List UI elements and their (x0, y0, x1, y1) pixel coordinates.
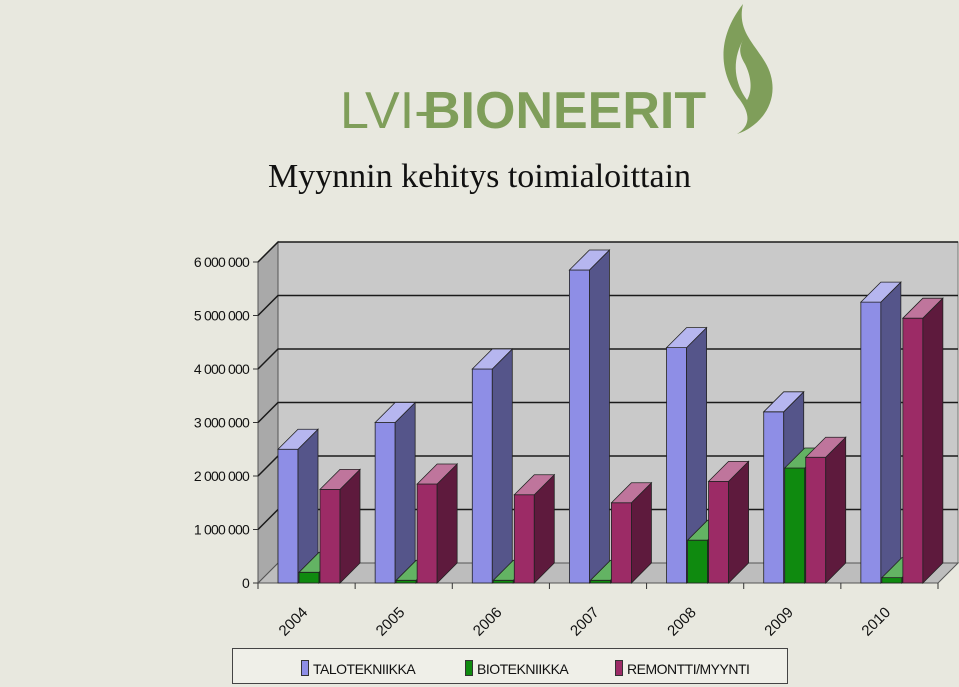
bar-front (666, 347, 687, 584)
bar-front (860, 301, 882, 584)
bar-talotekniikka-2006 (471, 348, 514, 584)
bar-talotekniikka-2010 (859, 281, 902, 584)
bar-front (902, 317, 924, 584)
bar-top (416, 463, 459, 485)
legend-label: BIOTEKNIIKKA (477, 661, 569, 677)
y-tick-label: 1 000 000 (194, 522, 250, 538)
bar-side (922, 297, 944, 584)
bar-front (416, 483, 438, 584)
bar-top (859, 281, 902, 303)
logo-text-bold: BIONEERIT (423, 82, 706, 140)
y-tick-label: 4 000 000 (194, 361, 250, 377)
bar-front (805, 456, 827, 584)
legend-item: BIOTEKNIIKKA (465, 660, 569, 677)
legend-swatch (301, 660, 309, 676)
bar-front (687, 539, 708, 584)
bar-front (881, 577, 903, 584)
legend-swatch (465, 660, 473, 676)
x-tick-label: 2004 (276, 604, 312, 640)
bar-front (374, 422, 396, 584)
bar-talotekniikka-2007 (568, 249, 611, 584)
bar-remontti-myynti-2004 (319, 468, 361, 584)
legend-item: TALOTEKNIIKKA (301, 660, 416, 677)
y-tick-label: 5 000 000 (194, 308, 250, 324)
logo-text-light: LVI- (340, 82, 432, 140)
bar-front (590, 579, 611, 584)
bar-front (277, 448, 299, 584)
bar-front (471, 368, 493, 584)
bar-side (825, 436, 847, 584)
bar-side (728, 460, 749, 584)
y-tick-label: 3 000 000 (194, 415, 250, 431)
bar-front (569, 269, 590, 584)
bar-side (491, 348, 513, 584)
bar-top (471, 348, 514, 370)
gridline (257, 348, 958, 370)
bar-remontti-myynti-2005 (416, 463, 459, 584)
bar-top (762, 391, 805, 413)
bar-top (374, 402, 417, 423)
bar-remontti-myynti-2007 (610, 481, 653, 584)
legend-item: REMONTTI/MYYNTI (615, 660, 750, 677)
bar-side (394, 401, 416, 584)
flame-icon (723, 4, 773, 134)
bar-talotekniikka-2008 (665, 326, 708, 584)
x-tick-label: 2010 (858, 604, 894, 640)
bar-front (784, 467, 806, 584)
x-tick-label: 2005 (373, 604, 409, 640)
bar-top (513, 474, 556, 496)
bar-talotekniikka-2004 (277, 428, 319, 584)
bar-front (708, 480, 729, 584)
chart-title: Myynnin kehitys toimialoittain (267, 158, 692, 195)
bar-front (298, 571, 320, 584)
bar-front (611, 502, 632, 584)
x-tick-label: 2009 (761, 604, 797, 640)
y-tick-label: 6 000 000 (194, 254, 250, 270)
bar-side (436, 463, 458, 584)
gridline (257, 294, 958, 317)
gridline (257, 241, 958, 263)
bar-side (589, 249, 610, 584)
bar-top (610, 482, 653, 504)
bar-remontti-myynti-2008 (707, 460, 750, 584)
bar-top (804, 436, 847, 458)
x-tick-label: 2008 (664, 604, 700, 640)
bar-front (395, 579, 417, 584)
x-tick-label: 2006 (470, 604, 506, 640)
bar-talotekniikka-2005 (374, 401, 417, 584)
bar-top (665, 327, 708, 349)
legend-label: TALOTEKNIIKKA (313, 661, 416, 677)
bar-side (880, 281, 902, 584)
bar-top (901, 297, 944, 319)
bar-front (492, 579, 514, 584)
bar-front (513, 494, 535, 584)
y-tick-label: 0 (242, 575, 250, 591)
bar-remontti-myynti-2009 (804, 436, 847, 584)
bar-remontti-myynti-2006 (513, 473, 556, 584)
legend-swatch (615, 660, 623, 676)
bar-top (568, 249, 611, 271)
company-logo: LVI- BIONEERIT (335, 0, 795, 140)
x-tick-label: 2007 (567, 604, 603, 640)
legend-label: REMONTTI/MYYNTI (627, 661, 750, 677)
bar-remontti-myynti-2010 (901, 297, 944, 584)
bar-front (319, 488, 341, 584)
gridline (257, 401, 958, 424)
bar-top (277, 428, 319, 450)
y-tick-label: 2 000 000 (194, 468, 250, 484)
chart-legend: TALOTEKNIIKKA BIOTEKNIIKKA REMONTTI/MYYNTI (232, 648, 788, 684)
bar-top (707, 460, 750, 482)
bar-top (319, 468, 361, 490)
bar-front (763, 411, 785, 584)
